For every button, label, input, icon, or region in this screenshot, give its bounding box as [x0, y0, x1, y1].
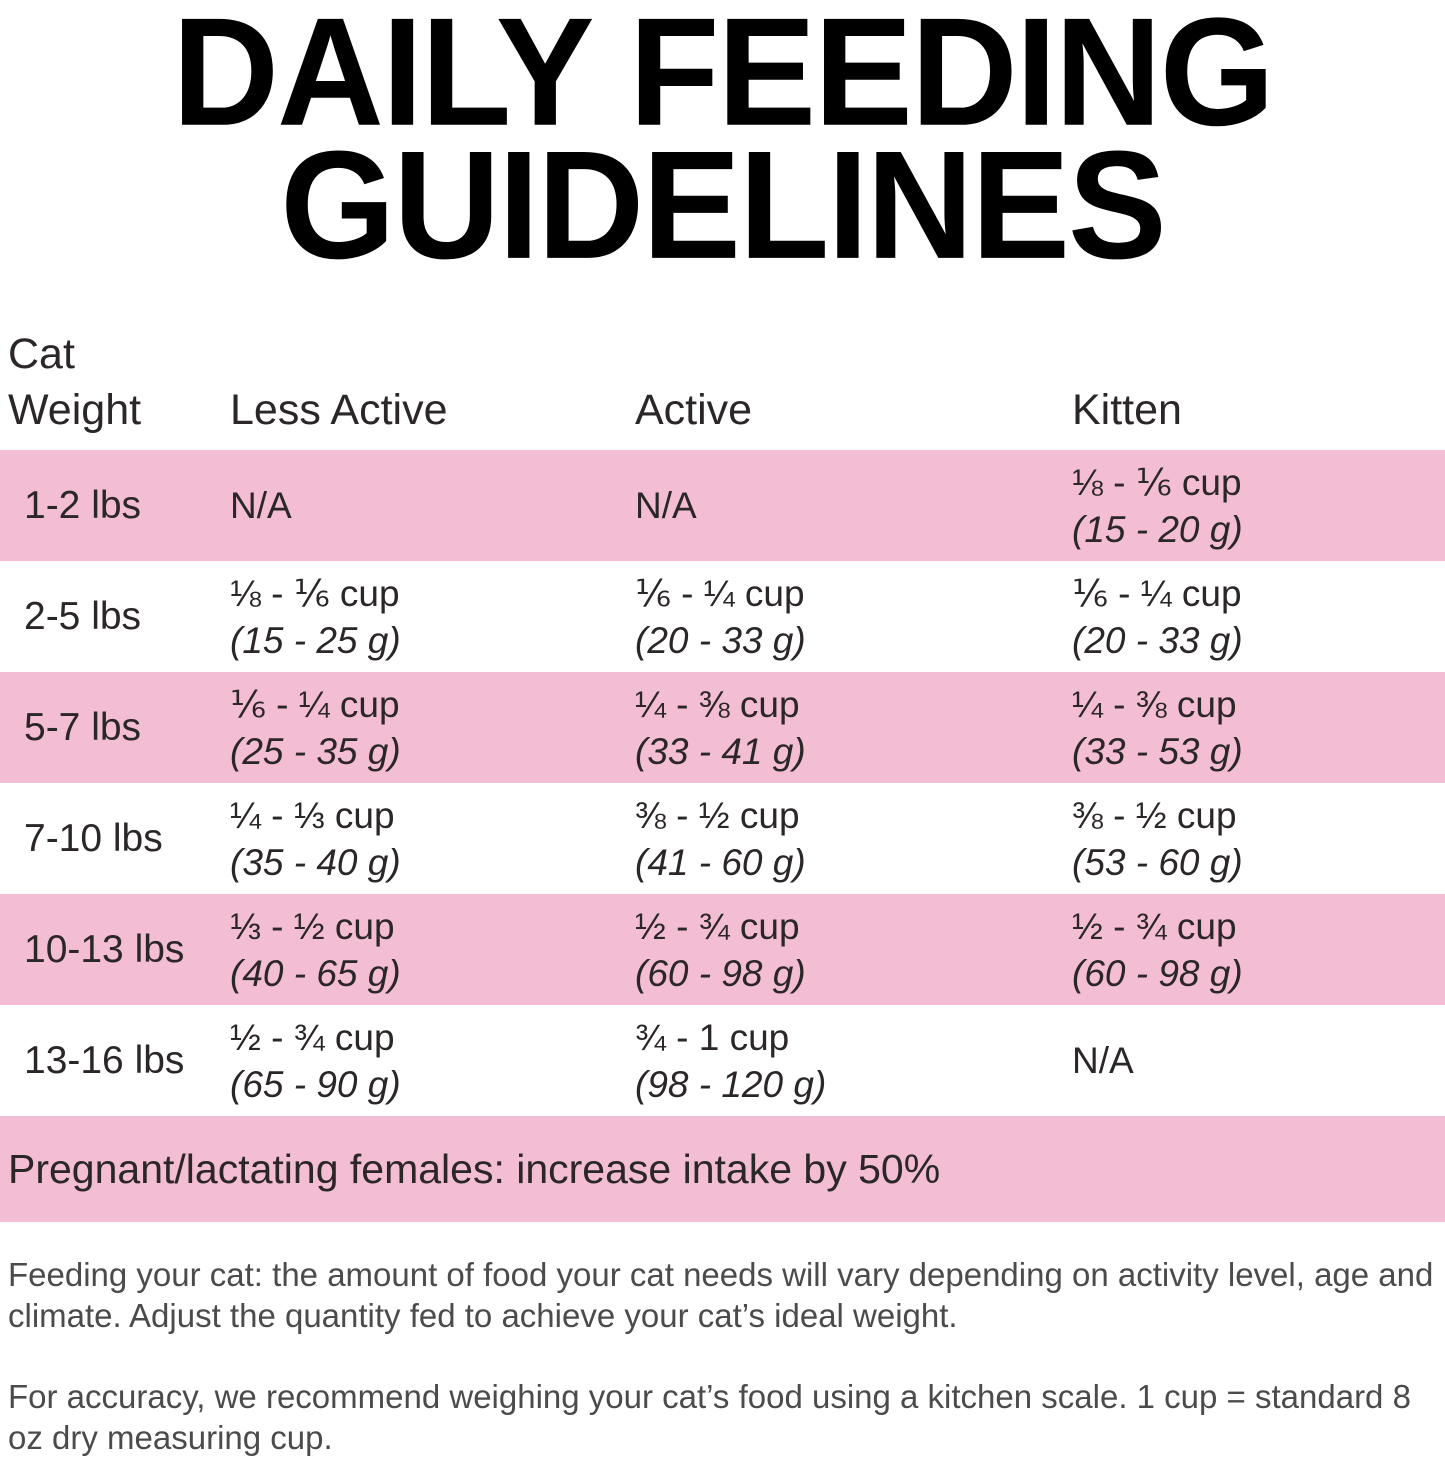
cup-amount: ⅛ - ⅙ cup: [1072, 461, 1242, 503]
kitten-cell: N/A: [1072, 1037, 1445, 1084]
gram-amount: (41 - 60 g): [635, 841, 806, 883]
header-less-active: Less Active: [230, 386, 448, 434]
header-active: Active: [635, 386, 753, 434]
active-cell: N/A: [635, 482, 1072, 529]
pregnant-lactating-note-band: Pregnant/lactating females: increase int…: [0, 1116, 1445, 1222]
gram-amount: (98 - 120 g): [635, 1063, 827, 1105]
header-kitten: Kitten: [1072, 386, 1182, 434]
cup-amount: ½ - ¾ cup: [635, 905, 800, 947]
kitten-cell: ⅜ - ½ cup (53 - 60 g): [1072, 792, 1445, 886]
pregnant-lactating-note-text: Pregnant/lactating females: increase int…: [8, 1145, 941, 1192]
active-cell: ¼ - ⅜ cup (33 - 41 g): [635, 681, 1072, 775]
gram-amount: (40 - 65 g): [230, 952, 401, 994]
less-active-cell: N/A: [230, 482, 635, 529]
cat-weight-value: 7-10 lbs: [24, 816, 163, 860]
cup-amount: ¼ - ⅓ cup: [230, 794, 395, 836]
table-row: 2-5 lbs ⅛ - ⅙ cup (15 - 25 g) ⅙ - ¼ cup …: [0, 561, 1445, 672]
cup-amount: ¼ - ⅜ cup: [1072, 683, 1237, 725]
cup-amount: ⅙ - ¼ cup: [1072, 572, 1242, 614]
gram-amount: (25 - 35 g): [230, 730, 401, 772]
kitten-cell: ⅙ - ¼ cup (20 - 33 g): [1072, 570, 1445, 664]
cat-weight-value: 13-16 lbs: [24, 1038, 185, 1082]
table-row: 1-2 lbs N/A N/A ⅛ - ⅙ cup (15 - 20 g): [0, 450, 1445, 561]
cat-weight-value: 1-2 lbs: [24, 483, 142, 527]
table-row: 5-7 lbs ⅙ - ¼ cup (25 - 35 g) ¼ - ⅜ cup …: [0, 672, 1445, 783]
gram-amount: (60 - 98 g): [1072, 952, 1243, 994]
active-cell: ¾ - 1 cup (98 - 120 g): [635, 1014, 1072, 1108]
cup-amount: ⅓ - ½ cup: [230, 905, 395, 947]
less-active-cell: ¼ - ⅓ cup (35 - 40 g): [230, 792, 635, 886]
table-header-row: Cat Weight Less Active Active Kitten: [0, 326, 1445, 450]
header-cat-weight: Cat Weight: [8, 330, 142, 434]
table-row: 10-13 lbs ⅓ - ½ cup (40 - 65 g) ½ - ¾ cu…: [0, 894, 1445, 1005]
gram-amount: (15 - 25 g): [230, 619, 401, 661]
active-cell: ½ - ¾ cup (60 - 98 g): [635, 903, 1072, 997]
cup-amount: ⅜ - ½ cup: [635, 794, 800, 836]
cup-amount: ¾ - 1 cup: [635, 1016, 790, 1058]
gram-amount: (33 - 53 g): [1072, 730, 1243, 772]
cup-amount: N/A: [635, 485, 697, 526]
cup-amount: ⅙ - ¼ cup: [230, 683, 400, 725]
page-title: DAILY FEEDING GUIDELINES: [0, 0, 1445, 292]
less-active-cell: ⅙ - ¼ cup (25 - 35 g): [230, 681, 635, 775]
cat-weight-value: 2-5 lbs: [24, 594, 142, 638]
gram-amount: (15 - 20 g): [1072, 508, 1243, 550]
footnote-accuracy: For accuracy, we recommend weighing your…: [8, 1378, 1411, 1456]
cup-amount: N/A: [1072, 1040, 1134, 1081]
active-cell: ⅜ - ½ cup (41 - 60 g): [635, 792, 1072, 886]
less-active-cell: ½ - ¾ cup (65 - 90 g): [230, 1014, 635, 1108]
kitten-cell: ⅛ - ⅙ cup (15 - 20 g): [1072, 459, 1445, 553]
cup-amount: ¼ - ⅜ cup: [635, 683, 800, 725]
table-row: 7-10 lbs ¼ - ⅓ cup (35 - 40 g) ⅜ - ½ cup…: [0, 783, 1445, 894]
gram-amount: (65 - 90 g): [230, 1063, 401, 1105]
gram-amount: (33 - 41 g): [635, 730, 806, 772]
active-cell: ⅙ - ¼ cup (20 - 33 g): [635, 570, 1072, 664]
less-active-cell: ⅛ - ⅙ cup (15 - 25 g): [230, 570, 635, 664]
cat-weight-value: 10-13 lbs: [24, 927, 185, 971]
title-line-1: DAILY FEEDING: [172, 0, 1275, 159]
footnote-feeding-your-cat: Feeding your cat: the amount of food you…: [8, 1256, 1434, 1334]
gram-amount: (60 - 98 g): [635, 952, 806, 994]
cup-amount: N/A: [230, 485, 292, 526]
cup-amount: ½ - ¾ cup: [230, 1016, 395, 1058]
gram-amount: (20 - 33 g): [1072, 619, 1243, 661]
less-active-cell: ⅓ - ½ cup (40 - 65 g): [230, 903, 635, 997]
cat-weight-value: 5-7 lbs: [24, 705, 142, 749]
table-row: 13-16 lbs ½ - ¾ cup (65 - 90 g) ¾ - 1 cu…: [0, 1005, 1445, 1116]
cup-amount: ½ - ¾ cup: [1072, 905, 1237, 947]
title-line-2: GUIDELINES: [280, 119, 1167, 292]
kitten-cell: ¼ - ⅜ cup (33 - 53 g): [1072, 681, 1445, 775]
cup-amount: ⅙ - ¼ cup: [635, 572, 805, 614]
gram-amount: (35 - 40 g): [230, 841, 401, 883]
cup-amount: ⅜ - ½ cup: [1072, 794, 1237, 836]
gram-amount: (20 - 33 g): [635, 619, 806, 661]
kitten-cell: ½ - ¾ cup (60 - 98 g): [1072, 903, 1445, 997]
cup-amount: ⅛ - ⅙ cup: [230, 572, 400, 614]
gram-amount: (53 - 60 g): [1072, 841, 1243, 883]
